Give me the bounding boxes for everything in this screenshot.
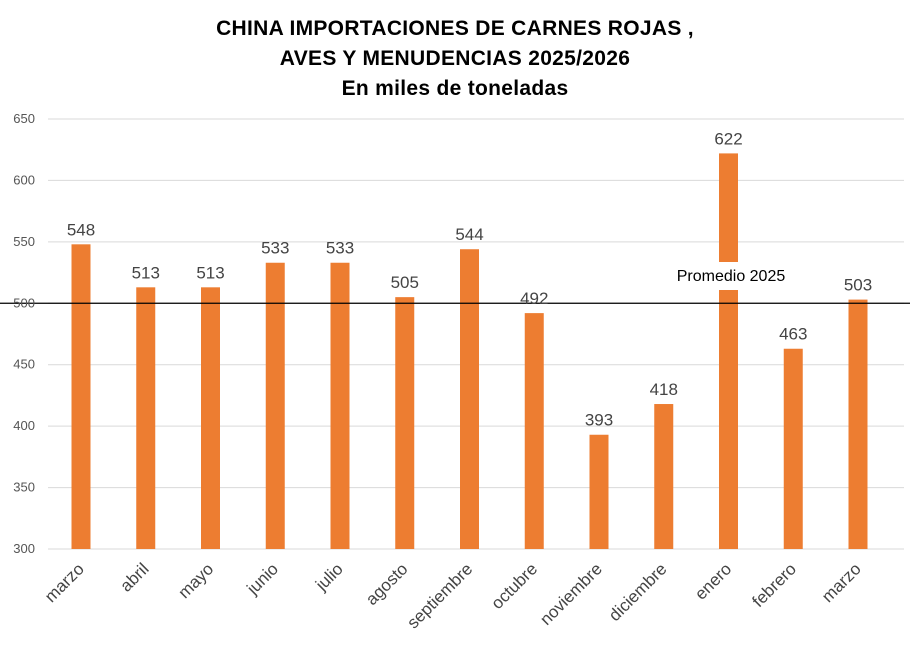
chart-title-block: CHINA IMPORTACIONES DE CARNES ROJAS , AV…	[0, 14, 910, 104]
data-label: 622	[714, 129, 742, 148]
bar	[589, 434, 609, 549]
data-label: 513	[132, 263, 160, 282]
y-tick-label: 650	[13, 111, 35, 126]
data-label: 548	[67, 220, 95, 239]
x-tick-label: junio	[243, 559, 283, 599]
reference-line-label: Promedio 2025	[677, 268, 786, 285]
bar	[71, 244, 91, 550]
x-tick-label: marzo	[818, 559, 865, 606]
x-tick-label: febrero	[749, 559, 801, 611]
chart-title-line-2: AVES Y MENUDENCIAS 2025/2026	[279, 47, 631, 70]
chart-title-line-1: CHINA IMPORTACIONES DE CARNES ROJAS ,	[216, 17, 694, 40]
x-tick-label: agosto	[362, 559, 412, 609]
bar	[330, 262, 350, 549]
x-tick-label: abril	[116, 559, 152, 595]
data-label: 533	[326, 239, 354, 258]
data-label: 513	[196, 263, 224, 282]
data-label: 505	[391, 273, 419, 292]
x-tick-label: noviembre	[536, 559, 606, 629]
data-label: 503	[844, 276, 872, 295]
x-tick-label: octubre	[488, 559, 542, 613]
bar	[136, 287, 156, 549]
bar	[460, 249, 479, 549]
bar	[265, 262, 285, 549]
data-label: 463	[779, 325, 807, 344]
bar	[783, 348, 803, 549]
reference-line-group: Promedio 2025	[0, 262, 910, 304]
y-tick-label: 450	[13, 357, 35, 372]
bar	[395, 297, 415, 549]
y-tick-label: 300	[13, 541, 35, 556]
data-label: 492	[520, 289, 548, 308]
y-tick-label: 600	[13, 172, 35, 187]
y-tick-label: 550	[13, 234, 35, 249]
bar	[719, 153, 738, 549]
x-tick-label: julio	[311, 559, 347, 595]
data-label: 533	[261, 239, 289, 258]
bar	[201, 287, 220, 549]
x-tick-label: mayo	[174, 559, 217, 602]
x-tick-label: marzo	[41, 559, 88, 606]
bar	[524, 313, 544, 549]
y-tick-label: 400	[13, 418, 35, 433]
bar	[848, 299, 868, 549]
data-label: 544	[455, 225, 483, 244]
bars	[71, 153, 868, 550]
data-label: 393	[585, 411, 613, 430]
data-label: 418	[650, 380, 678, 399]
y-tick-label: 350	[13, 480, 35, 495]
reference-label-background	[665, 262, 797, 290]
x-tick-label: enero	[691, 559, 735, 603]
y-tick-label: 500	[13, 295, 35, 310]
x-tick-label: septiembre	[403, 559, 476, 632]
x-tick-label: diciembre	[605, 559, 671, 625]
chart-subtitle: En miles de toneladas	[341, 77, 569, 100]
bar	[654, 404, 674, 549]
